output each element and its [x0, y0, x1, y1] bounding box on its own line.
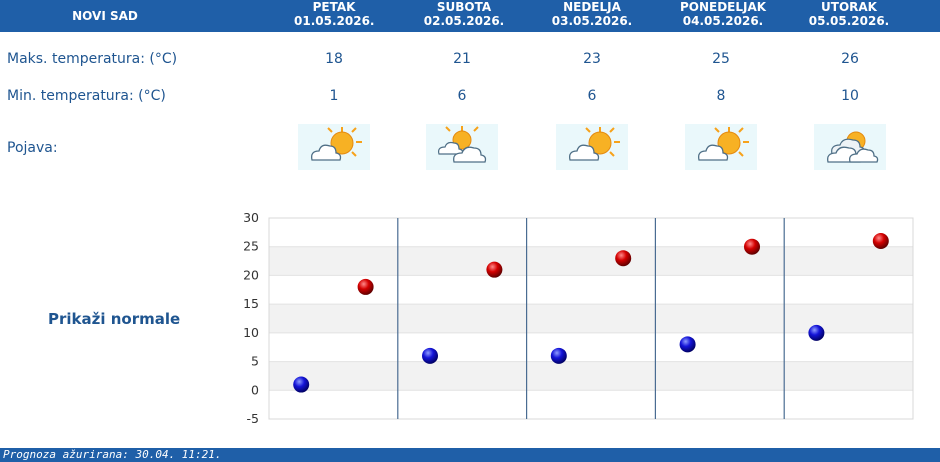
y-tick-label: 30: [243, 210, 259, 225]
y-tick-label: -5: [247, 411, 259, 426]
max-temp-marker: [615, 250, 632, 267]
max-temp-value: 26: [841, 51, 859, 67]
day-date: 04.05.2026.: [682, 14, 764, 28]
min-temp-value: 6: [587, 88, 597, 104]
y-tick-label: 25: [243, 239, 259, 254]
day-name: SUBOTA: [436, 0, 492, 14]
sun-cloud-icon: [685, 124, 757, 170]
show-normals-link[interactable]: Prikaži normale: [48, 310, 181, 328]
chart-band: [269, 275, 913, 305]
min-temp-marker: [679, 336, 696, 353]
max-temp-marker: [486, 261, 503, 278]
day-name: NEDELJA: [563, 0, 621, 14]
min-temp-value: 1: [329, 88, 339, 104]
cloud-sun-icon: [426, 124, 498, 170]
min-temp-marker: [422, 347, 438, 364]
max-temp-value: 25: [712, 51, 730, 67]
max-temp-value: 21: [453, 51, 471, 67]
sun-cloud-icon: [298, 124, 370, 170]
max-temp-marker: [357, 278, 374, 295]
day-name: PONEDELJAK: [679, 0, 767, 14]
chart-band: [269, 246, 913, 276]
forecast-updated-text: Prognoza ažurirana: 30.04. 11:21.: [3, 448, 222, 461]
day-date: 02.05.2026.: [423, 14, 505, 28]
min-temp-label: Min. temperatura: (°C): [7, 88, 166, 104]
min-temp-value: 6: [457, 88, 467, 104]
y-tick-label: 20: [243, 267, 259, 282]
max-temp-value: 18: [325, 51, 343, 67]
forecast-updated-bar: Prognoza ažurirana: 30.04. 11:21.: [0, 448, 940, 462]
min-temp-value: 8: [716, 88, 726, 104]
min-temp-marker: [550, 347, 567, 364]
max-temp-marker: [872, 232, 889, 249]
forecast-header: [0, 0, 940, 32]
chart-band: [269, 390, 913, 419]
clouds-sun-icon: [814, 124, 886, 170]
y-tick-label: 5: [251, 354, 259, 369]
min-temp-value: 10: [841, 88, 859, 104]
y-tick-label: 10: [243, 325, 259, 340]
min-temp-marker: [293, 376, 310, 393]
max-temp-marker: [744, 238, 760, 255]
day-date: 05.05.2026.: [808, 14, 890, 28]
y-tick-label: 15: [243, 296, 259, 311]
city-name: NOVI SAD: [72, 9, 138, 23]
chart-band: [269, 332, 913, 362]
day-header-2: SUBOTA 02.05.2026.: [421, 0, 507, 32]
day-header-1: PETAK 01.05.2026.: [294, 0, 374, 32]
day-header-4: PONEDELJAK 04.05.2026.: [676, 0, 770, 32]
chart-band: [269, 218, 913, 247]
day-header-5: UTORAK 05.05.2026.: [806, 0, 892, 32]
min-temp-marker: [808, 324, 825, 341]
sun-cloud-icon: [556, 124, 628, 170]
plot-frame: [268, 217, 914, 420]
max-temp-value: 23: [583, 51, 601, 67]
y-tick-label: 0: [251, 382, 259, 397]
max-temp-label: Maks. temperatura: (°C): [7, 51, 178, 67]
chart-band: [269, 361, 913, 391]
phenomenon-label: Pojava:: [7, 140, 58, 156]
day-header-3: NEDELJA 03.05.2026.: [549, 0, 635, 32]
chart-band: [269, 304, 913, 333]
day-name: UTORAK: [821, 0, 877, 14]
day-date: 01.05.2026.: [294, 14, 375, 28]
temperature-chart: 30 25 20 15 10 5 0 -5: [243, 210, 914, 426]
day-name: PETAK: [312, 0, 356, 14]
day-date: 03.05.2026.: [551, 14, 633, 28]
